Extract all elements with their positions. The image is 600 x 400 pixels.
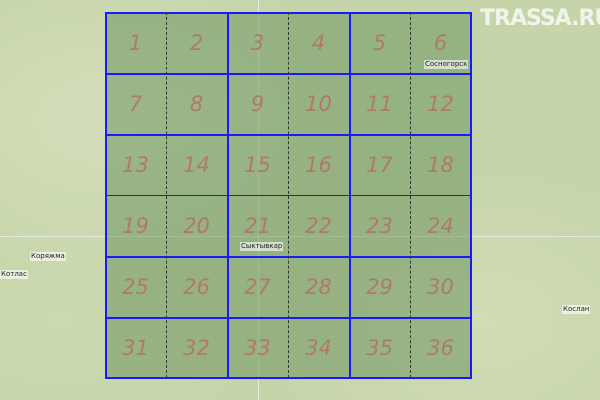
dashed-grid-line (288, 12, 289, 378)
city-label-koslan[interactable]: Кослан (562, 305, 591, 314)
map-sheet-cell[interactable]: 21 (244, 213, 271, 238)
map-sheet-cell[interactable]: 30 (427, 274, 454, 299)
map-sheet-cell[interactable]: 12 (427, 91, 454, 116)
map-sheet-cell[interactable]: 35 (366, 335, 393, 360)
grid-line (470, 12, 472, 379)
city-label-kotlas[interactable]: Котлас (0, 270, 28, 279)
grid-line (227, 12, 229, 379)
map-sheet-cell[interactable]: 32 (183, 335, 210, 360)
map-sheet-cell[interactable]: 29 (366, 274, 393, 299)
map-sheet-cell[interactable]: 31 (122, 335, 149, 360)
grid-line (105, 377, 472, 379)
map-sheet-cell[interactable]: 1 (128, 30, 143, 55)
grid-line (349, 12, 351, 379)
map-sheet-cell[interactable]: 27 (244, 274, 271, 299)
map-sheet-cell[interactable]: 17 (366, 152, 393, 177)
map-sheet-cell[interactable]: 2 (189, 30, 204, 55)
map-sheet-cell[interactable]: 19 (122, 213, 149, 238)
map-sheet-cell[interactable]: 23 (366, 213, 393, 238)
map-sheet-cell[interactable]: 33 (244, 335, 271, 360)
map-sheet-cell[interactable]: 26 (183, 274, 210, 299)
map-sheet-cell[interactable]: 7 (128, 91, 143, 116)
map-sheet-cell[interactable]: 3 (250, 30, 265, 55)
map-sheet-cell[interactable]: 14 (183, 152, 210, 177)
map-sheet-cell[interactable]: 4 (311, 30, 326, 55)
map-sheet-cell[interactable]: 10 (305, 91, 332, 116)
map-sheet-cell[interactable]: 36 (427, 335, 454, 360)
city-label-syktyvkar[interactable]: Сыктывкар (240, 242, 284, 251)
map-sheet-cell[interactable]: 5 (372, 30, 387, 55)
map-sheet-cell[interactable]: 18 (427, 152, 454, 177)
map-sheet-cell[interactable]: 15 (244, 152, 271, 177)
map-sheet-cell[interactable]: 22 (305, 213, 332, 238)
map-sheet-cell[interactable]: 9 (250, 91, 265, 116)
trassa-logo: TRASSA.RU (480, 6, 600, 31)
map-sheet-cell[interactable]: 24 (427, 213, 454, 238)
city-label-sosnogorsk[interactable]: Сосногорск (424, 60, 469, 69)
map-sheet-cell[interactable]: 34 (305, 335, 332, 360)
city-label-korazhma[interactable]: Коряжма (30, 252, 66, 261)
map-sheet-cell[interactable]: 28 (305, 274, 332, 299)
map-sheet-cell[interactable]: 25 (122, 274, 149, 299)
map-sheet-cell[interactable]: 8 (189, 91, 204, 116)
map-sheet-cell[interactable]: 16 (305, 152, 332, 177)
map-sheet-cell[interactable]: 6 (433, 30, 448, 55)
map-sheet-cell[interactable]: 11 (366, 91, 393, 116)
map-sheet-cell[interactable]: 20 (183, 213, 210, 238)
grid-line (105, 12, 107, 379)
map-sheet-cell[interactable]: 13 (122, 152, 149, 177)
dashed-grid-line (410, 12, 411, 378)
dashed-grid-line (166, 12, 167, 378)
